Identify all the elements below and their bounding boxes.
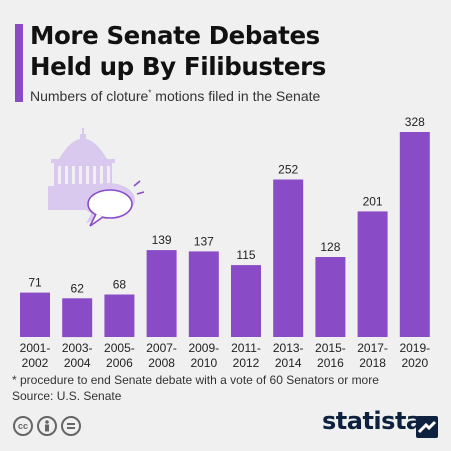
tick-label-2007-2008-line2: 2008 [148, 356, 175, 370]
tick-label-2017-2018-line1: 2017- [357, 341, 388, 355]
chart-footnotes: * procedure to end Senate debate with a … [12, 372, 442, 404]
data-label-2003-2004: 62 [71, 281, 85, 295]
tick-label-2013-2014-line2: 2014 [275, 356, 302, 370]
tick-label-2007-2008-line1: 2007- [146, 341, 177, 355]
data-label-2007-2008: 139 [152, 233, 172, 247]
statista-logo-text[interactable]: statista [322, 407, 422, 435]
tick-label-2009-2010-line1: 2009- [188, 341, 219, 355]
title-line-1: More Senate Debates [30, 21, 320, 50]
chart-subtitle: Numbers of cloture* motions filed in the… [30, 88, 440, 104]
data-label-2019-2020: 328 [405, 115, 425, 129]
tick-label-2005-2006-line2: 2006 [106, 356, 133, 370]
bars-group: 71 2001-2002 62 2003-2004 68 2005-2006 139 2007… [20, 115, 431, 370]
tick-label-2013-2014-line1: 2013- [273, 341, 304, 355]
cc-icon: cc [13, 416, 33, 436]
speech-bubbles-icon [81, 180, 145, 227]
statista-logo-icon [416, 416, 438, 438]
tick-label-2015-2016-line1: 2015- [315, 341, 346, 355]
bar-2013-2014 [273, 179, 304, 337]
data-label-2009-2010: 137 [194, 234, 214, 248]
subtitle-text: Numbers of cloture [30, 88, 149, 104]
subtitle-text-end: motions filed in the Senate [151, 88, 321, 104]
bar-2003-2004 [62, 298, 93, 338]
tick-label-2011-2012-line2: 2012 [233, 356, 260, 370]
bar-2001-2002 [20, 292, 50, 337]
bar-2011-2012 [231, 265, 261, 337]
footnote-text: * procedure to end Senate debate with a … [12, 373, 379, 387]
data-label-2005-2006: 68 [113, 278, 127, 292]
bar-2015-2016 [315, 257, 346, 337]
tick-label-2005-2006-line1: 2005- [104, 341, 135, 355]
data-label-2017-2018: 201 [363, 194, 383, 208]
tick-label-2001-2002-line2: 2002 [22, 356, 49, 370]
tick-label-2003-2004-line2: 2004 [64, 356, 91, 370]
tick-label-2019-2020-line1: 2019- [399, 341, 430, 355]
data-label-2015-2016: 128 [320, 240, 340, 254]
bar-2005-2006 [104, 294, 135, 337]
tick-label-2003-2004-line1: 2003- [62, 341, 93, 355]
bar-2017-2018 [357, 211, 388, 337]
no-derivatives-icon [61, 416, 81, 436]
attribution-icon [37, 416, 57, 436]
data-label-2001-2002: 71 [28, 276, 42, 290]
data-label-2011-2012: 115 [236, 248, 255, 262]
tick-label-2011-2012-line1: 2011- [231, 341, 261, 355]
tick-label-2019-2020-line2: 2020 [401, 356, 428, 370]
tick-label-2015-2016-line2: 2016 [317, 356, 344, 370]
title-accent-bar [15, 24, 23, 102]
bar-2009-2010 [188, 251, 219, 337]
tick-label-2009-2010-line2: 2010 [190, 356, 217, 370]
tick-label-2001-2002-line1: 2001- [20, 341, 51, 355]
subtitle-asterisk: * [148, 88, 152, 98]
chart-title: More Senate Debates Held up By Filibuste… [30, 20, 440, 82]
license-icons[interactable]: cc [13, 416, 81, 436]
title-line-2: Held up By Filibusters [30, 52, 326, 81]
bar-2007-2008 [146, 250, 177, 337]
source-text: Source: U.S. Senate [12, 389, 122, 403]
tick-label-2017-2018-line2: 2018 [359, 356, 386, 370]
data-label-2013-2014: 252 [278, 163, 298, 177]
bar-2019-2020 [399, 132, 430, 337]
